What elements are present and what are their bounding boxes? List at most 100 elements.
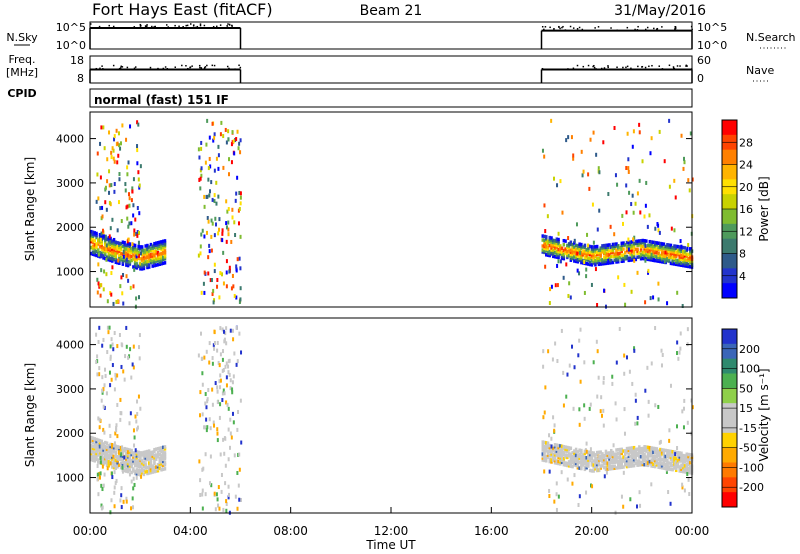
range-cell	[581, 249, 585, 253]
range-cell	[688, 469, 692, 473]
range-cell	[631, 254, 634, 258]
range-cell	[655, 463, 659, 467]
range-cell	[555, 245, 559, 249]
range-cell	[587, 456, 590, 460]
range-cell	[681, 253, 685, 258]
range-cell	[618, 465, 622, 470]
range-cell	[163, 257, 167, 261]
range-cell	[617, 465, 620, 470]
range-cell	[90, 445, 93, 450]
range-cell	[118, 247, 121, 252]
range-cell	[160, 246, 163, 250]
range-cell	[580, 258, 583, 263]
range-cell	[631, 256, 634, 260]
freq-marks-sample	[679, 65, 681, 67]
noise-marks-sample	[186, 24, 189, 27]
range-cell	[606, 261, 609, 265]
range-cell	[590, 457, 594, 461]
range-cell	[622, 241, 625, 245]
scatter-echo	[578, 338, 581, 343]
scatter-echo	[638, 122, 641, 127]
scatter-echo	[132, 284, 135, 289]
scatter-echo	[105, 391, 108, 396]
range-cell	[660, 256, 664, 260]
range-cell	[660, 466, 664, 470]
range-cell	[662, 458, 666, 462]
scatter-echo	[633, 346, 636, 351]
range-cell	[639, 449, 643, 453]
range-cell	[137, 464, 140, 469]
scatter-echo	[231, 273, 234, 278]
range-cell	[594, 247, 597, 251]
range-cell	[680, 465, 683, 469]
scatter-echo	[593, 453, 596, 458]
range-cell	[118, 253, 121, 258]
range-cell	[652, 458, 655, 463]
range-cell	[156, 462, 160, 467]
range-cell	[667, 453, 671, 457]
scatter-echo	[236, 427, 239, 432]
range-cell	[627, 462, 631, 467]
range-cell	[631, 248, 634, 252]
range-cell	[118, 245, 121, 250]
range-cell	[93, 443, 97, 447]
range-cell	[678, 261, 681, 265]
range-cell	[643, 449, 646, 453]
range-cell	[611, 450, 615, 455]
scatter-echo	[634, 201, 637, 206]
range-cell	[158, 258, 161, 262]
range-cell	[140, 467, 144, 471]
range-cell	[130, 250, 133, 255]
range-cell	[123, 244, 126, 249]
scatter-echo	[112, 347, 115, 352]
noise-marks-sample	[674, 26, 676, 28]
range-cell	[559, 448, 562, 452]
x-tick-label: 04:00	[173, 524, 208, 538]
range-cell	[147, 249, 151, 253]
range-cell	[163, 239, 167, 243]
freq-marks-sample	[637, 65, 639, 68]
range-cell	[599, 252, 602, 256]
scatter-echo	[213, 329, 216, 334]
scatter-echo	[231, 328, 234, 333]
scatter-echo	[557, 231, 560, 236]
range-cell	[624, 255, 627, 259]
range-cell	[566, 447, 569, 452]
range-cell	[636, 239, 639, 243]
range-cell	[567, 242, 571, 246]
range-cell	[639, 254, 643, 259]
range-cell	[662, 254, 666, 258]
scatter-echo	[105, 207, 108, 212]
scatter-echo	[98, 325, 101, 330]
range-cell	[125, 463, 128, 467]
range-cell	[144, 262, 147, 266]
range-cell	[552, 448, 555, 453]
range-cell	[555, 453, 559, 457]
range-cell	[592, 451, 595, 455]
range-cell	[111, 243, 114, 247]
scatter-echo	[236, 257, 239, 262]
scatter-echo	[631, 144, 634, 149]
range-cell	[98, 234, 102, 239]
range-cell	[655, 449, 659, 453]
range-cell	[548, 453, 552, 458]
scatter-echo	[227, 370, 230, 375]
range-cell	[615, 260, 618, 264]
scatter-echo	[639, 503, 642, 508]
range-cell	[91, 234, 95, 238]
scatter-echo	[100, 483, 103, 488]
scatter-echo	[127, 160, 130, 165]
range-cell	[688, 261, 692, 265]
scatter-echo	[228, 265, 231, 270]
range-cell	[104, 446, 107, 451]
range-cell	[580, 464, 583, 469]
range-cell	[564, 455, 567, 459]
range-cell	[574, 447, 578, 452]
scatter-echo	[95, 242, 98, 247]
range-cell	[634, 453, 638, 458]
range-cell	[545, 443, 548, 447]
range-cell	[611, 260, 615, 265]
range-cell	[622, 465, 625, 469]
range-cell	[624, 243, 627, 247]
range-cell	[646, 459, 650, 464]
